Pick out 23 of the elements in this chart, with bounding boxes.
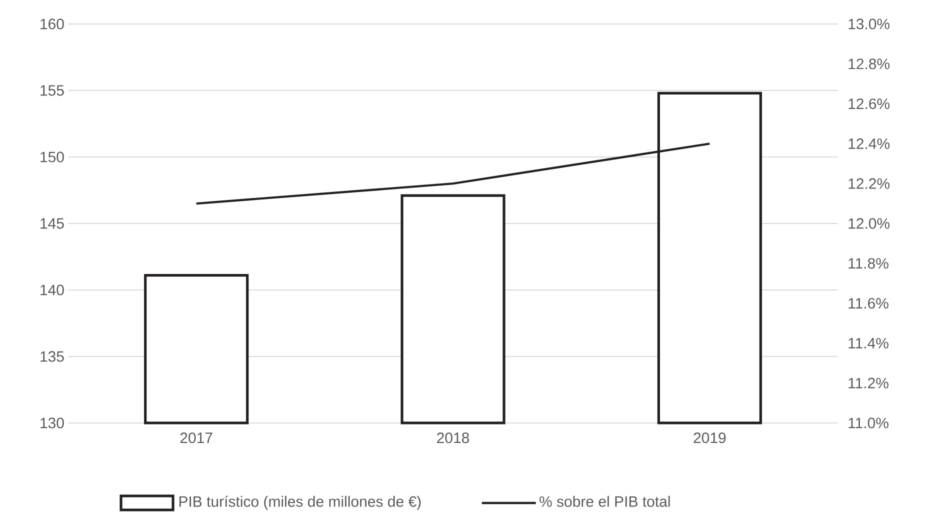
legend-label: % sobre el PIB total (540, 496, 670, 507)
y2-tick-label: 11.6% (848, 298, 888, 309)
y2-tick-label: 12.0% (848, 218, 890, 229)
y2-tick-label: 12.6% (848, 98, 890, 110)
y-tick-label: 155 (40, 85, 64, 96)
y-tick-label: 130 (40, 418, 64, 428)
y2-tick-label: 11.0% (848, 418, 888, 428)
y2-tick-label: 11.2% (848, 378, 888, 388)
y-tick-label: 150 (40, 152, 64, 162)
y-tick-label: 140 (40, 284, 64, 296)
y-tick-label: 135 (40, 351, 64, 362)
y2-tick-label: 13.0% (848, 18, 890, 30)
x-tick-label: 2017 (180, 432, 212, 444)
x-tick-label: 2018 (437, 432, 470, 444)
y2-tick-label: 11.4% (848, 338, 888, 348)
x-tick-label: 2019 (694, 432, 726, 444)
y2-tick-label: 12.8% (848, 58, 890, 70)
legend-label: PIB turístico (miles de millones de €) (179, 496, 421, 510)
y-tick-label: 160 (40, 18, 64, 30)
y2-tick-label: 11.8% (848, 258, 888, 269)
y2-tick-label: 12.2% (848, 178, 890, 189)
y2-tick-label: 12.4% (848, 138, 890, 149)
y-tick-label: 145 (40, 218, 64, 229)
